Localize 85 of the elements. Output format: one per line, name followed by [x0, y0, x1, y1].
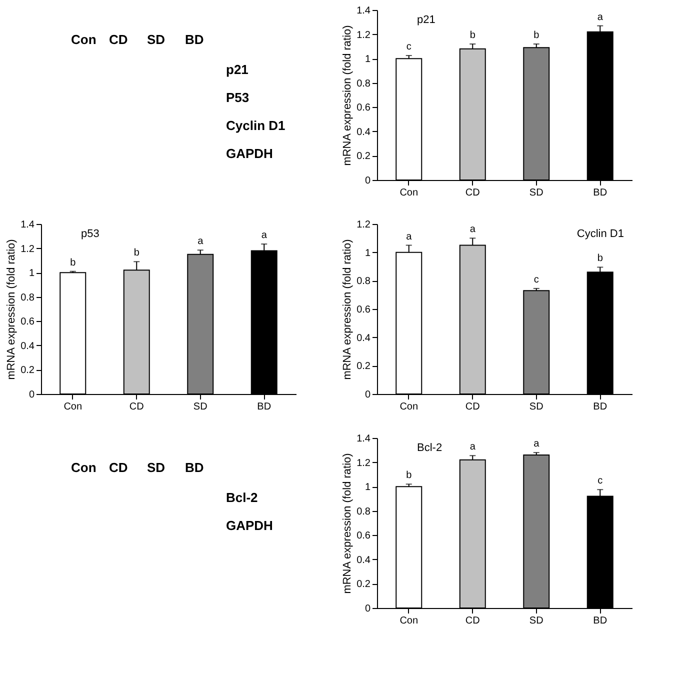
annotation: a — [470, 442, 476, 453]
annotation: b — [406, 470, 412, 482]
annotation: b — [134, 248, 140, 259]
annotation: b — [70, 257, 76, 268]
chart-title: Bcl-2 — [417, 442, 442, 454]
x-tick-label: SD — [529, 188, 544, 198]
x-tick-label: CD — [465, 616, 480, 626]
chart-title: p21 — [417, 14, 436, 26]
y-tick-label: 0 — [364, 176, 371, 186]
y-tick-label: 0.4 — [356, 554, 371, 566]
x-tick-label: Con — [400, 616, 418, 626]
annotation: a — [470, 224, 476, 236]
y-tick-label: 0.2 — [356, 151, 371, 162]
annotation: a — [198, 236, 204, 248]
y-tick-label: 1 — [364, 248, 371, 259]
x-tick-label: Con — [400, 402, 418, 412]
y-tick-label: 1.4 — [20, 220, 35, 230]
y-tick-label: 1.2 — [356, 30, 371, 41]
category-label: SD — [147, 32, 166, 47]
category-label: CD — [109, 32, 128, 47]
x-tick-label: CD — [465, 402, 480, 412]
category-label: SD — [147, 460, 166, 475]
y-tick-label: 0.6 — [356, 102, 371, 114]
y-tick-label: 1.2 — [356, 458, 371, 469]
y-tick-label: 0.2 — [356, 579, 371, 590]
y-tick-label: 1.4 — [356, 6, 371, 16]
y-tick-label: 0 — [28, 390, 35, 400]
x-tick-label: BD — [593, 402, 608, 412]
y-tick-label: 1 — [364, 54, 371, 66]
y-tick-label: 1.2 — [356, 220, 371, 230]
y-tick-label: 0.6 — [356, 530, 371, 542]
category-label: Con — [71, 32, 96, 47]
y-tick-label: 0.4 — [356, 332, 371, 344]
chart-title: p53 — [81, 228, 100, 240]
x-tick-label: CD — [129, 402, 144, 412]
text: GAPDH — [226, 518, 273, 533]
chart-title: Cyclin D1 — [576, 228, 624, 240]
y-tick-label: 0.8 — [356, 78, 371, 90]
y-tick-label: 0 — [364, 604, 371, 614]
annotation: b — [534, 30, 540, 41]
y-axis-title: mRNA expression (fold ratio) — [342, 25, 354, 166]
category-label: BD — [185, 460, 204, 475]
annotation: b — [597, 253, 604, 264]
x-tick-label: BD — [593, 616, 608, 626]
annotation: a — [534, 438, 540, 450]
text: P53 — [226, 90, 250, 105]
y-tick-label: 0.8 — [356, 506, 371, 518]
annotation: c — [406, 42, 412, 53]
x-tick-label: CD — [465, 188, 480, 198]
x-tick-label: BD — [593, 188, 608, 198]
y-axis-title: mRNA expression (fold ratio) — [342, 239, 354, 380]
y-tick-label: 1 — [364, 482, 371, 494]
x-tick-label: Con — [64, 402, 82, 412]
x-tick-label: Con — [400, 188, 418, 198]
x-tick-label: SD — [529, 402, 544, 412]
y-tick-label: 0 — [364, 390, 371, 400]
text: p21 — [226, 62, 248, 77]
text: GAPDH — [226, 146, 273, 161]
y-tick-label: 1.4 — [356, 434, 371, 444]
annotation: a — [261, 230, 268, 242]
y-axis-title: mRNA expression (fold ratio) — [342, 453, 354, 594]
category-label: BD — [185, 32, 204, 47]
annotation: a — [406, 231, 412, 242]
x-tick-label: SD — [193, 402, 208, 412]
text: Cyclin D1 — [226, 118, 286, 133]
y-tick-label: 1.2 — [20, 244, 35, 255]
x-tick-label: BD — [257, 402, 272, 412]
text: Bcl-2 — [226, 490, 258, 505]
category-label: CD — [109, 460, 128, 475]
y-tick-label: 1 — [28, 268, 35, 280]
y-tick-label: 0.8 — [20, 292, 35, 304]
y-tick-label: 0.2 — [20, 365, 35, 376]
y-tick-label: 0.4 — [20, 340, 35, 352]
y-tick-label: 0.4 — [356, 126, 371, 138]
y-tick-label: 0.2 — [356, 361, 371, 372]
x-tick-label: SD — [529, 616, 544, 626]
category-label: Con — [71, 460, 96, 475]
y-tick-label: 0.6 — [356, 304, 371, 316]
y-axis-title: mRNA expression (fold ratio) — [6, 239, 18, 380]
annotation: c — [598, 476, 603, 487]
y-tick-label: 0.6 — [20, 316, 35, 328]
annotation: c — [534, 274, 539, 286]
annotation: a — [597, 12, 604, 23]
annotation: b — [470, 30, 476, 41]
y-tick-label: 0.8 — [356, 276, 371, 288]
